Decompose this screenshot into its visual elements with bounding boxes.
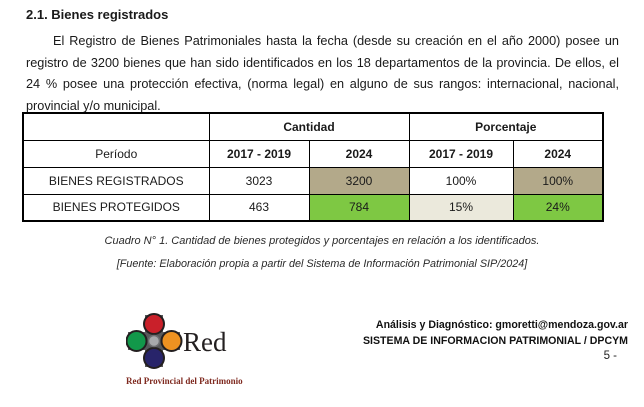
table-source: [Fuente: Elaboración propia a partir del… [116,258,528,270]
row-label-cell: BIENES REGISTRADOS [22,166,210,195]
value-cell: 784 [308,193,410,222]
value-cell: 3023 [208,166,310,195]
year-header-cell: 2024 [512,139,604,168]
group-header-cantidad: Cantidad [208,112,410,141]
table-row: BIENES PROTEGIDOS 463 784 15% 24% [22,193,604,222]
logo-wordmark: Red [183,327,227,357]
section-heading: 2.1. Bienes registrados [26,7,169,22]
logo-circle-navy [143,347,165,369]
value-cell: 463 [208,193,310,222]
table-year-header-row: Período 2017 - 2019 2024 2017 - 2019 202… [22,139,604,168]
logo-circle-red [143,313,165,335]
assets-table: Cantidad Porcentaje Período 2017 - 2019 … [22,112,604,222]
logo-subtitle: Red Provincial del Patrimonio [126,376,243,386]
footer-info-block: Análisis y Diagnóstico: gmoretti@mendoza… [363,317,628,349]
table-group-header-row: Cantidad Porcentaje [22,112,604,141]
logo-center-dot [147,334,161,348]
footer-contact-line: Análisis y Diagnóstico: gmoretti@mendoza… [375,319,628,331]
row-label-cell: BIENES PROTEGIDOS [22,193,210,222]
year-header-cell: 2024 [308,139,410,168]
body-paragraph: El Registro de Bienes Patrimoniales hast… [26,34,619,113]
page-number: 5 - [603,350,617,362]
year-header-cell: 2017 - 2019 [408,139,514,168]
table-caption: Cuadro N° 1. Cantidad de bienes protegid… [104,235,540,247]
period-label-cell: Período [22,139,210,168]
value-cell: 3200 [308,166,410,195]
value-cell: 15% [408,193,514,222]
year-header-cell: 2017 - 2019 [208,139,310,168]
logo-circle-orange [160,330,183,352]
table-corner-cell [22,112,210,141]
red-patrimonio-logo: Red Red Provincial del Patrimonio [126,311,276,386]
footer-system-line: SISTEMA DE INFORMACION PATRIMONIAL / DPC… [362,335,628,347]
value-cell: 100% [408,166,514,195]
table-row: BIENES REGISTRADOS 3023 3200 100% 100% [22,166,604,195]
red-patrimonio-logo-icon: Red [126,313,227,369]
value-cell: 100% [512,166,604,195]
value-cell: 24% [512,193,604,222]
group-header-porcentaje: Porcentaje [408,112,604,141]
logo-circle-green [126,330,148,352]
